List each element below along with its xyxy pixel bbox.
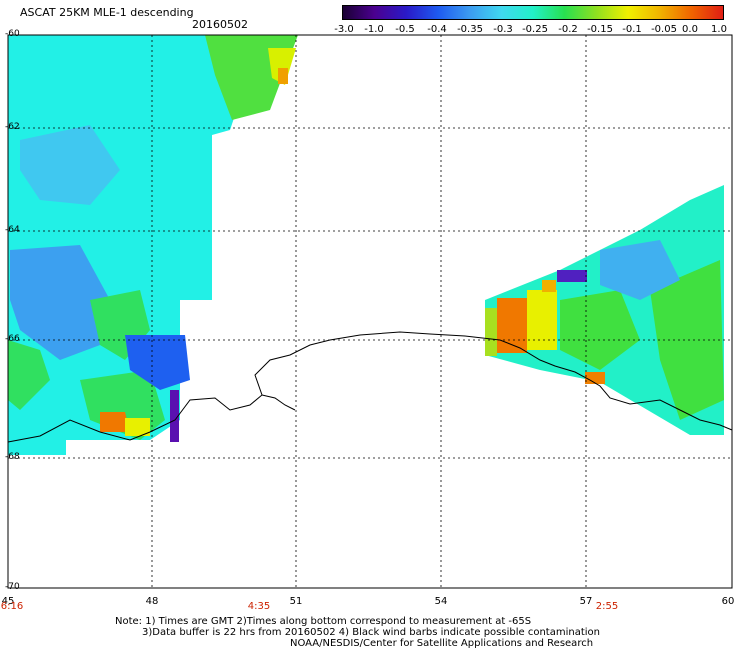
lat-label: -60: [5, 29, 20, 39]
note-line-2: 3)Data buffer is 22 hrs from 20160502 4)…: [142, 627, 600, 638]
lon-label: 48: [145, 596, 159, 607]
colorbar: [342, 5, 724, 20]
swath-right-yellow-strip: [485, 308, 497, 356]
colorbar-label: -0.05: [651, 24, 677, 35]
swath-right-blue-patch: [600, 240, 680, 300]
swath-left-blue-patch: [10, 245, 110, 360]
swath-left-yellow-patch: [125, 418, 150, 436]
colorbar-label: -0.1: [622, 24, 642, 35]
lat-label: -68: [5, 452, 20, 462]
data-swaths: [8, 35, 724, 455]
swath-left-blue-patch: [20, 125, 120, 205]
colorbar-label: -0.35: [457, 24, 483, 35]
swath-left-orange-top: [278, 68, 288, 84]
lat-label: -62: [5, 122, 20, 132]
colorbar-label: -0.25: [522, 24, 548, 35]
colorbar-label: -0.4: [427, 24, 447, 35]
lat-label: -70: [5, 582, 20, 592]
colorbar-label: -0.2: [558, 24, 578, 35]
note-line-3: NOAA/NESDIS/Center for Satellite Applica…: [290, 638, 594, 649]
swath-left-purple-strip: [170, 390, 179, 442]
colorbar-label: -1.0: [364, 24, 384, 35]
swath-right-orange-small: [542, 280, 556, 292]
time-label: 4:35: [247, 601, 271, 612]
grid-lines: [8, 35, 732, 588]
map-frame: [7, 34, 733, 589]
colorbar-label: -0.15: [587, 24, 613, 35]
coastline-detail: [261, 394, 296, 411]
swath-right-orange-small: [585, 372, 605, 384]
swath-left-orange-patch: [100, 412, 130, 432]
note-line-1: Note: 1) Times are GMT 2)Times along bot…: [115, 616, 532, 627]
coastline: [7, 331, 733, 443]
lon-label: 60: [721, 596, 735, 607]
swath-right-yellow-patch: [527, 290, 557, 350]
lat-label: -66: [5, 334, 20, 344]
colorbar-label: -0.5: [395, 24, 415, 35]
time-label: 6:16: [0, 601, 24, 612]
lon-label: 57: [579, 596, 593, 607]
swath-right-green-patch: [650, 260, 724, 420]
lat-label: -64: [5, 225, 20, 235]
swath-left-green-patch: [8, 340, 50, 410]
swath-right-orange-strip: [497, 298, 527, 353]
time-label: 2:55: [595, 601, 619, 612]
chart-date: 20160502: [192, 18, 248, 31]
lon-label: 45: [1, 596, 15, 607]
swath-right-green-patch: [560, 290, 640, 370]
colorbar-label: 0.0: [682, 24, 698, 35]
colorbar-label: 1.0: [711, 24, 727, 35]
lon-label: 54: [434, 596, 448, 607]
swath-left-yellow-top: [268, 48, 296, 85]
swath-right-purple-patch: [557, 270, 587, 282]
colorbar-label: -3.0: [334, 24, 354, 35]
swath-left-blue-patch: [125, 335, 190, 390]
lon-label: 51: [289, 596, 303, 607]
chart-title: ASCAT 25KM MLE-1 descending: [20, 6, 194, 19]
colorbar-label: -0.3: [493, 24, 513, 35]
